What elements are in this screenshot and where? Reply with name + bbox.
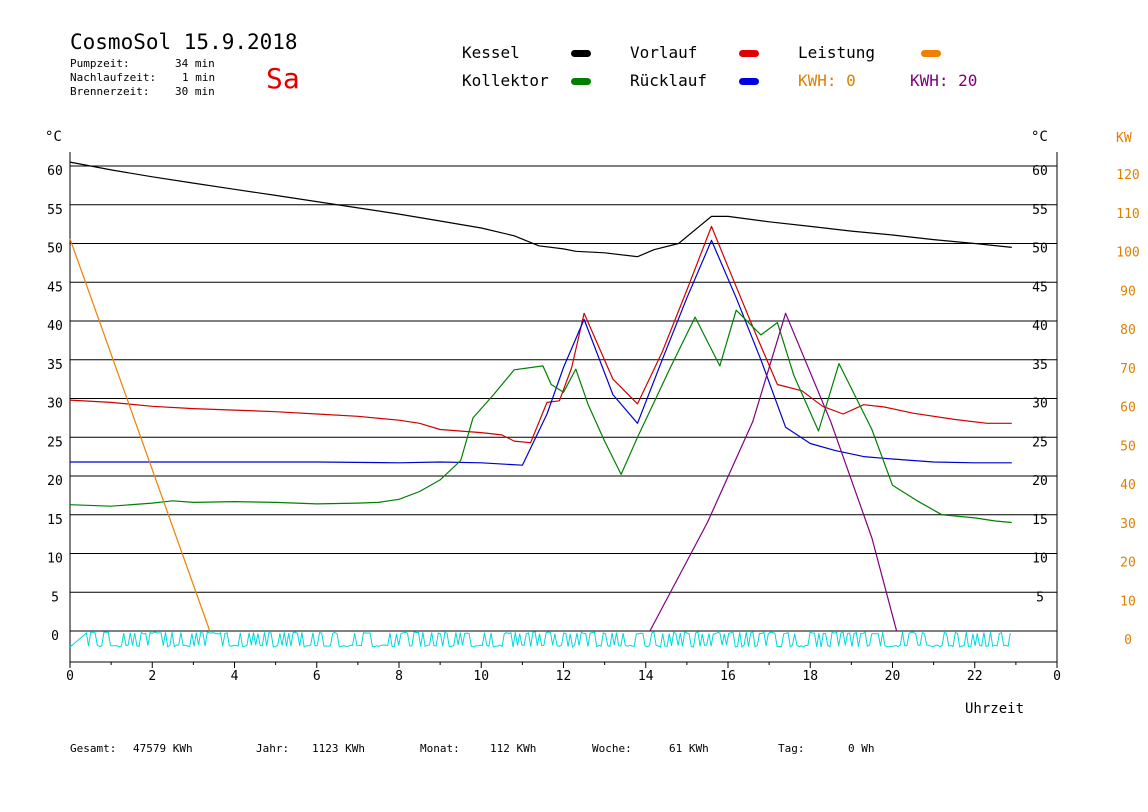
footer-total-label: Gesamt: [70,742,117,755]
left-y-tick-label: 5 [51,590,59,605]
footer-week-label: Woche: [592,742,632,755]
right-y-tick-label: 60 [1032,164,1048,179]
left-y-tick-label: 35 [47,358,63,373]
right-axis-unit: °C [1031,129,1048,145]
x-tick-label: 16 [720,669,736,684]
kw-y-tick-label: 30 [1120,517,1136,532]
x-tick-label: 10 [473,669,489,684]
kw-y-tick-label: 70 [1120,362,1136,377]
kw-axis-unit: KW [1116,131,1132,146]
right-y-tick-label: 50 [1032,242,1048,257]
x-tick-label: 0 [66,669,74,684]
left-y-tick-label: 30 [47,397,63,412]
chart-title: CosmoSol 15.9.2018 [70,30,298,54]
left-y-tick-label: 40 [47,319,63,334]
left-y-tick-label: 15 [47,513,63,528]
left-y-tick-label: 25 [47,435,63,450]
footer-year-label: Jahr: [256,742,290,755]
left-y-tick-label: 45 [47,280,63,295]
kw-y-tick-label: 50 [1120,439,1136,454]
x-axis-label: Uhrzeit [965,701,1025,717]
chart-grid [69,152,1058,668]
footer-month-label: Monat: [420,742,460,755]
pump-time-label: Pumpzeit: [70,57,130,70]
legend-ruecklauf-swatch [739,78,759,85]
x-tick-label: 8 [395,669,403,684]
legend-kwh-today: KWH: 0 [798,71,856,90]
legend-kessel-swatch [571,50,591,57]
right-y-tick-label: 40 [1032,319,1048,334]
left-y-tick-label: 10 [47,552,63,567]
footer-year-value: 1123 KWh [312,742,365,755]
left-y-tick-label: 50 [47,242,63,257]
legend-vorlauf-swatch [739,50,759,57]
burner-time-value: 30 min [175,85,215,98]
left-y-tick-label: 20 [47,474,63,489]
right-y-tick-label: 45 [1032,280,1048,295]
footer-week-value: 61 KWh [669,742,709,755]
left-axis-unit: °C [45,129,62,145]
series-line-vorlauf [69,225,1012,444]
chart-series [69,161,1012,632]
x-tick-label: 12 [556,669,572,684]
x-tick-label: 20 [885,669,901,684]
kw-y-tick-label: 60 [1120,401,1136,416]
legend-kessel-label: Kessel [462,43,520,62]
legend-leistung-label: Leistung [798,43,876,62]
chart-tick-labels: 0 2 4 6 8 10 12 14 16 18 20 22 005101520253035404550… [47,164,1140,684]
x-tick-label: 6 [313,669,321,684]
footer-total-value: 47579 KWh [133,742,193,755]
x-tick-label: 18 [802,669,818,684]
series-line-kwh [649,312,898,632]
right-y-tick-label: 20 [1032,474,1048,489]
kw-y-tick-label: 10 [1120,594,1136,609]
kw-y-tick-label: 110 [1116,207,1139,222]
legend-kollektor-swatch [571,78,591,85]
kw-y-tick-label: 90 [1120,284,1136,299]
footer-day-label: Tag: [778,742,805,755]
kw-y-tick-label: 40 [1120,478,1136,493]
right-y-tick-label: 25 [1032,435,1048,450]
afterrun-time-value: 1 min [182,71,216,84]
legend-leistung-swatch [921,50,941,57]
footer-day-value: 0 Wh [848,742,875,755]
kw-y-tick-label: 100 [1116,246,1139,261]
burner-time-label: Brennerzeit: [70,85,150,98]
right-y-tick-label: 15 [1032,513,1048,528]
right-y-tick-label: 35 [1032,358,1048,373]
afterrun-time-label: Nachlaufzeit: [70,71,157,84]
series-line-ruecklauf [70,239,1012,466]
legend-vorlauf-label: Vorlauf [630,43,698,62]
kw-y-tick-label: 0 [1124,633,1132,648]
left-y-tick-label: 55 [47,203,63,218]
footer-month-value: 112 KWh [490,742,537,755]
series-line-kessel [69,161,1012,258]
right-y-tick-label: 10 [1032,552,1048,567]
legend-kwh-total: KWH: 20 [910,71,978,90]
kw-y-tick-label: 80 [1120,323,1136,338]
series-line-leistung [69,238,211,632]
pump-activity-line [69,631,1011,648]
legend-ruecklauf-label: Rücklauf [630,71,708,90]
left-y-tick-label: 60 [47,164,63,179]
kw-y-tick-label: 120 [1116,168,1139,183]
pump-activity-trace [69,631,1011,648]
x-tick-label: 4 [231,669,239,684]
right-y-tick-label: 5 [1036,590,1044,605]
weekday-label: Sa [266,62,300,95]
x-tick-label: 22 [967,669,983,684]
x-tick-label: 2 [148,669,156,684]
x-tick-label: 14 [638,669,654,684]
x-tick-label: 0 [1053,669,1061,684]
legend-kollektor-label: Kollektor [462,71,549,90]
kw-y-tick-label: 20 [1120,556,1136,571]
left-y-tick-label: 0 [51,629,59,644]
pump-time-value: 34 min [175,57,215,70]
series-line-kollektor [69,309,1012,524]
right-y-tick-label: 30 [1032,397,1048,412]
right-y-tick-label: 55 [1032,203,1048,218]
